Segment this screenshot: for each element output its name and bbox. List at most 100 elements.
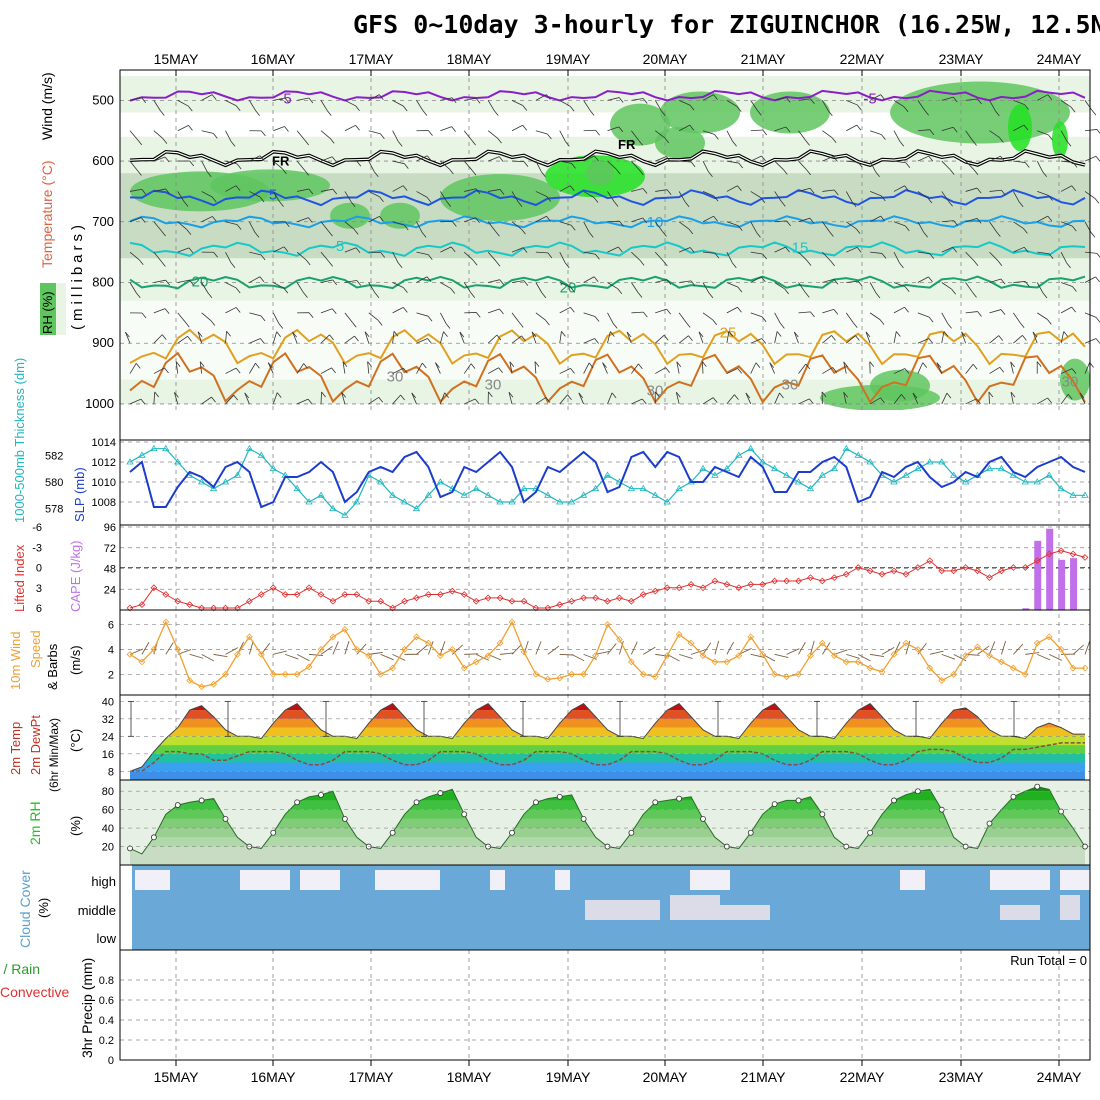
wind10-barb (535, 641, 542, 655)
wind-barb-flag (702, 361, 707, 367)
wind-barb-flag (781, 201, 786, 207)
wind-barb (869, 160, 876, 172)
wind-barb (249, 251, 262, 256)
thickness-point (126, 458, 134, 465)
wind10-speed-point (198, 683, 206, 691)
wind-barb-flag (637, 292, 643, 298)
lifted-index-point (699, 584, 707, 592)
wind-barb (750, 251, 763, 255)
temp2m-label: 2m Temp (8, 722, 23, 775)
wind10-barb (1084, 641, 1091, 655)
wind10-barb (619, 640, 624, 655)
wind-barb-flag (613, 201, 619, 207)
wind-barb (822, 221, 830, 232)
top-day-label-1: 16MAY (251, 51, 297, 67)
wind10-speed-point (938, 677, 946, 684)
lifted-index-point (795, 577, 802, 585)
cloud-level-high: high (91, 874, 116, 889)
wind-barb (153, 308, 166, 314)
wind-barb (225, 160, 238, 165)
wind-barb (535, 94, 547, 101)
wind-barb-flag (531, 331, 537, 338)
wind-barb (774, 160, 784, 170)
wind-barb-flag (833, 156, 838, 162)
wind-barb (296, 363, 304, 374)
wind-barb (244, 392, 250, 405)
wind-barb-flag (379, 216, 384, 222)
wind-barb-flag (308, 188, 314, 195)
wind-barb-flag (976, 218, 982, 224)
wind10-barb (285, 653, 299, 660)
wind10-speed-point (974, 643, 981, 651)
wind-barb-flag (760, 197, 766, 204)
thickness-point (353, 498, 361, 505)
wind-barb-flag (761, 316, 767, 323)
wind10-barb (630, 641, 638, 655)
wind-barb-flag (187, 105, 193, 112)
wind-barb (273, 126, 285, 132)
wind10-speed-point (580, 670, 588, 678)
cape-tick-label: 48 (104, 564, 116, 576)
wind-barb (392, 282, 404, 289)
wind-barb-flag (197, 331, 203, 337)
wind-barb (440, 191, 448, 202)
wind-barb-flag (756, 232, 761, 238)
wind-barb-flag (879, 319, 885, 325)
wind-barb-flag (855, 335, 860, 341)
wind-barb (225, 99, 237, 107)
wind-barb (774, 312, 781, 324)
wind-barb-flag (162, 138, 168, 144)
wind-barb (368, 312, 379, 321)
wind-barb (1032, 331, 1038, 344)
cloud-mid-gap (670, 895, 720, 920)
rh2m-point (795, 797, 802, 804)
wind-barb (368, 282, 376, 294)
wind-barb (511, 280, 524, 283)
wind-barb (702, 312, 713, 321)
wind-barb-flag (786, 220, 791, 227)
wind-barb (1037, 312, 1048, 320)
wind-barb-flag (137, 139, 143, 146)
wind-barb-flag (881, 134, 886, 140)
wind10-speed-point (627, 658, 635, 666)
wind-barb (846, 99, 858, 106)
lifted-index-point (890, 567, 898, 575)
wind-barb-flag (953, 220, 959, 226)
wind10-speed-point (448, 645, 456, 653)
slp-series (129, 450, 1086, 509)
wind-barb (320, 251, 330, 262)
pressure-axis-label: (millibars) (69, 221, 86, 330)
wind-barb-flag (869, 361, 875, 367)
thickness-point (794, 478, 803, 485)
wind-barb (1037, 251, 1050, 255)
wind-barb-flag (541, 292, 547, 299)
wind-barb-flag (331, 367, 336, 374)
wind-barb-flag (475, 188, 481, 194)
wind-barb-flag (952, 126, 958, 133)
wind-barb-flag (851, 201, 857, 208)
wind-barb-flag (355, 247, 361, 254)
cloud-high-gap (555, 870, 570, 890)
isotherm-label: 20 (192, 273, 209, 290)
lifted-index-point (854, 564, 862, 571)
wind-barb-flag (284, 97, 290, 104)
wind-barb-flag (165, 279, 170, 286)
wind-barb (1060, 394, 1069, 405)
wind10-speed-point (830, 652, 838, 660)
wind-barb (440, 282, 451, 289)
wind-barb (798, 130, 806, 141)
wind-barb (508, 392, 513, 405)
wind-barb-flag (952, 96, 958, 103)
wind-barb-flag (578, 392, 584, 399)
wind-barb (631, 160, 640, 171)
wind-barb-flag (141, 188, 147, 195)
wind-barb-flag (470, 292, 476, 298)
wind-barb (678, 221, 690, 230)
wind-barb-flag (475, 97, 481, 104)
thickness-point (293, 484, 301, 492)
lifted-index-point (556, 601, 564, 609)
wind-barb (845, 312, 854, 323)
thickness-point (961, 478, 970, 485)
rh2m-point (532, 799, 539, 806)
wind-barb (153, 279, 166, 283)
